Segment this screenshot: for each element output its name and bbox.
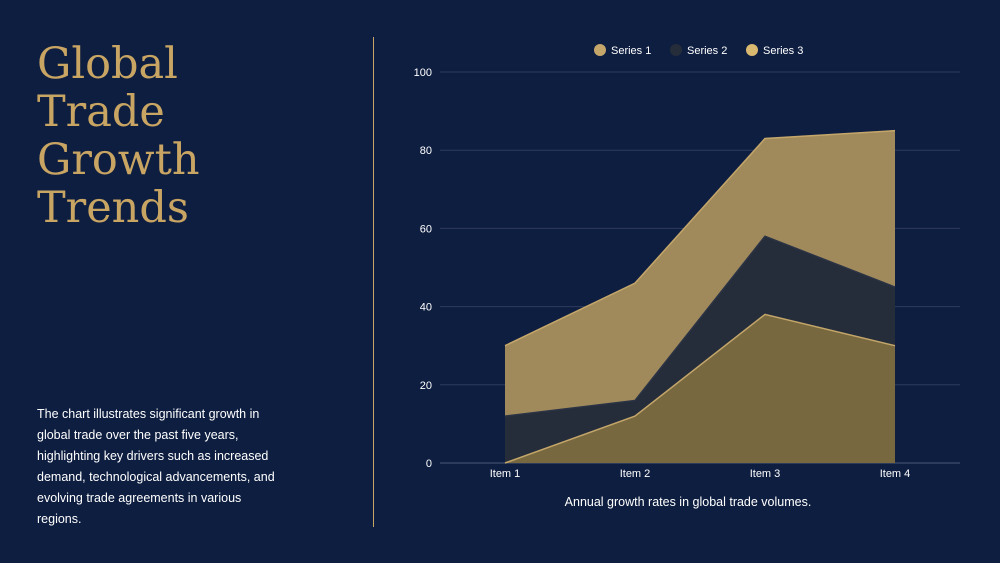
title-line: Growth xyxy=(37,135,200,185)
x-tick-label: Item 1 xyxy=(490,468,521,480)
slide-description: The chart illustrates significant growth… xyxy=(37,407,275,526)
x-tick-label: Item 2 xyxy=(620,468,651,480)
title-line: Trade xyxy=(37,87,165,137)
x-tick-label: Item 4 xyxy=(880,468,911,480)
y-tick-label: 0 xyxy=(426,458,432,470)
y-tick-label: 80 xyxy=(420,145,432,157)
chart-caption: Annual growth rates in global trade volu… xyxy=(564,495,812,509)
area-chart: 0 20 40 60 80 100 Item 1 Item 2 Item 3 Item 4 Seri… xyxy=(414,44,960,480)
legend-label: Series 3 xyxy=(763,45,803,57)
legend-label: Series 1 xyxy=(611,45,651,57)
title-line: Global xyxy=(37,39,178,89)
x-tick-label: Item 3 xyxy=(750,468,781,480)
title-line: Trends xyxy=(37,183,189,233)
legend-marker xyxy=(746,44,758,56)
legend-label: Series 2 xyxy=(687,45,727,57)
y-tick-label: 100 xyxy=(414,67,432,79)
y-tick-label: 20 xyxy=(420,380,432,392)
legend-marker xyxy=(670,44,682,56)
slide-title: Global Trade Growth Trends xyxy=(37,40,337,232)
series-line-3 xyxy=(504,313,896,464)
series-line-1 xyxy=(504,129,896,347)
y-tick-label: 40 xyxy=(420,302,432,314)
area-series-3 xyxy=(505,314,895,463)
legend-marker xyxy=(594,44,606,56)
vertical-divider xyxy=(373,37,374,527)
y-tick-label: 60 xyxy=(420,223,432,235)
series-line-2 xyxy=(504,235,896,417)
